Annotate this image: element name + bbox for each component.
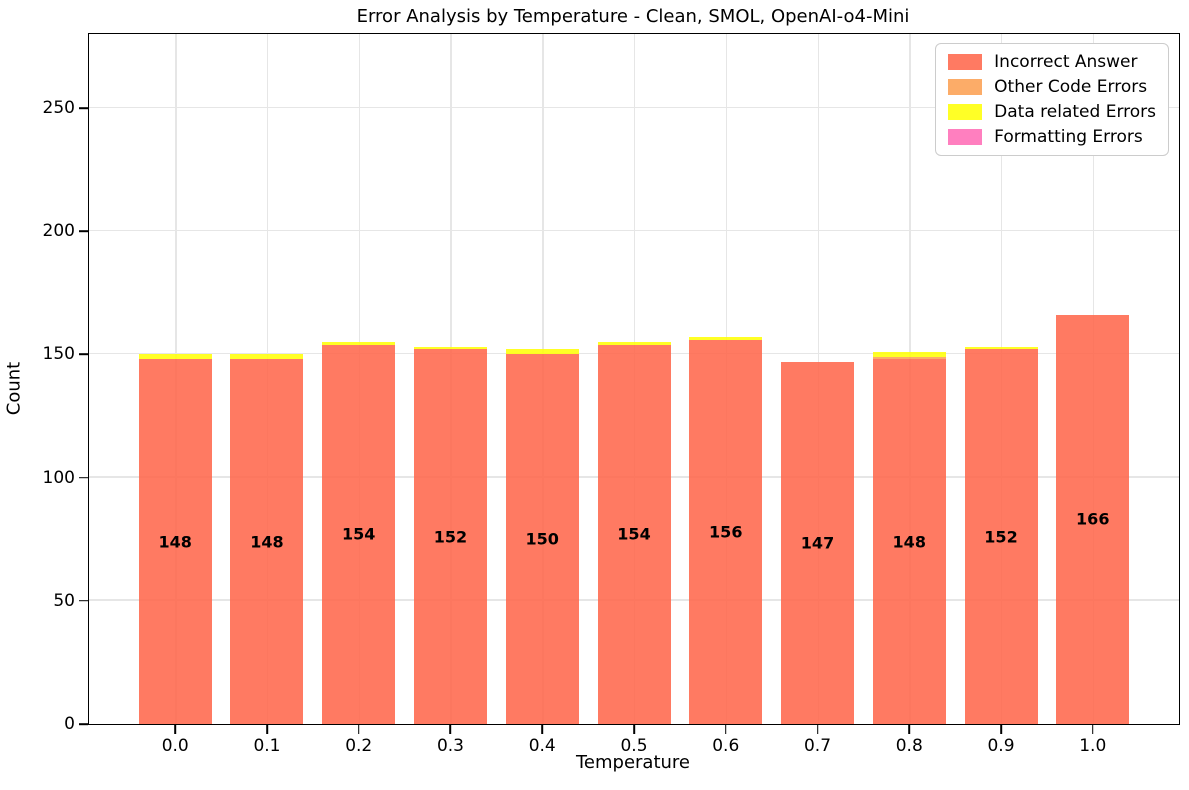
x-tick-mark — [174, 725, 177, 734]
x-tick-mark — [724, 725, 727, 734]
x-tick-mark — [266, 725, 268, 734]
bar-segment-data-related-errors — [872, 351, 946, 357]
legend-label: Data related Errors — [994, 102, 1156, 122]
stacked-bar: 152 — [964, 346, 1038, 724]
bar-value-label: 152 — [433, 527, 468, 547]
bar-segment-incorrect-answer: 154 — [597, 344, 671, 724]
x-tick-label: 0.4 — [528, 736, 556, 756]
y-tick-mark — [79, 353, 88, 356]
bar-segment-data-related-errors — [230, 354, 304, 360]
y-tick-mark — [79, 599, 88, 602]
bar-segment-incorrect-answer: 148 — [872, 359, 946, 724]
stacked-bar: 152 — [413, 346, 487, 724]
bar-value-label: 156 — [709, 522, 743, 542]
bar-segment-data-related-errors — [322, 342, 396, 345]
bar-value-label: 148 — [158, 532, 192, 552]
bar-value-label: 150 — [525, 529, 559, 549]
x-tick-mark — [1091, 725, 1094, 734]
bar-segment-data-related-errors — [413, 346, 487, 350]
x-tick-label: 0.9 — [987, 736, 1015, 756]
legend-entry: Data related Errors — [948, 102, 1156, 122]
y-tick-label: 0 — [64, 714, 75, 734]
x-tick-label: 0.2 — [345, 736, 373, 756]
bar-segment-data-related-errors — [689, 337, 763, 340]
bar-value-label: 148 — [892, 532, 926, 552]
x-tick-mark — [357, 725, 360, 734]
bar-value-label: 152 — [984, 527, 1018, 547]
x-tick-mark — [449, 725, 452, 734]
stacked-bar: 156 — [689, 337, 763, 724]
legend-label: Incorrect Answer — [994, 52, 1138, 72]
y-tick-mark — [79, 230, 88, 232]
bar-segment-data-related-errors — [505, 349, 579, 355]
y-tick-mark — [79, 476, 88, 479]
y-tick-mark — [79, 107, 88, 109]
x-tick-label: 0.3 — [436, 736, 465, 756]
legend-swatch — [948, 79, 983, 95]
stacked-bar: 154 — [322, 342, 396, 724]
x-tick-label: 0.1 — [253, 736, 281, 756]
bar-segment-incorrect-answer: 150 — [505, 354, 579, 724]
legend-swatch — [948, 104, 983, 120]
y-tick-label: 150 — [42, 344, 75, 365]
bar-value-label: 147 — [800, 533, 835, 553]
bar-segment-incorrect-answer: 148 — [138, 359, 212, 724]
x-tick-label: 0.8 — [895, 736, 923, 756]
bar-segment-incorrect-answer: 152 — [964, 349, 1038, 724]
y-tick-label: 250 — [42, 97, 75, 118]
x-tick-mark — [816, 725, 819, 734]
bar-segment-incorrect-answer: 156 — [689, 339, 763, 724]
bar-segment-other-code-errors — [872, 356, 946, 360]
plot-area: Incorrect Answer Other Code Errors Data re… — [43, 33, 1180, 756]
legend-label: Other Code Errors — [994, 77, 1148, 97]
y-tick-mark — [79, 723, 88, 725]
bar-segment-data-related-errors — [597, 342, 671, 345]
stacked-bar: 150 — [505, 349, 579, 724]
legend-entry: Formatting Errors — [948, 127, 1156, 147]
bar-value-label: 154 — [617, 524, 651, 544]
legend: Incorrect Answer Other Code Errors Data re… — [935, 43, 1169, 156]
chart-title: Error Analysis by Temperature - Clean, S… — [356, 6, 910, 27]
stacked-bar: 148 — [230, 354, 304, 724]
legend-entry: Other Code Errors — [948, 77, 1156, 97]
y-axis-label: Count — [3, 361, 25, 416]
y-tick-label: 100 — [42, 467, 75, 488]
legend-swatch — [948, 129, 983, 145]
stacked-bar: 166 — [1056, 314, 1130, 724]
stacked-bar: 148 — [138, 354, 212, 724]
bar-segment-incorrect-answer: 148 — [230, 359, 304, 724]
legend-entry: Incorrect Answer — [948, 52, 1156, 72]
x-tick-label: 0.5 — [620, 736, 648, 756]
stacked-bar: 148 — [872, 351, 946, 724]
x-tick-label: 0.0 — [161, 736, 189, 756]
y-tick-label: 200 — [42, 221, 75, 242]
x-tick-mark — [633, 725, 635, 734]
bar-value-label: 166 — [1076, 509, 1110, 529]
x-tick-mark — [908, 725, 911, 734]
stacked-bar: 154 — [597, 342, 671, 724]
bar-segment-data-related-errors — [964, 346, 1038, 350]
bar-segment-incorrect-answer: 147 — [781, 361, 854, 724]
bar-segment-data-related-errors — [138, 354, 212, 360]
x-tick-label: 0.6 — [712, 736, 740, 756]
x-tick-label: 1.0 — [1079, 736, 1107, 756]
legend-swatch — [948, 54, 983, 70]
y-tick-label: 50 — [53, 590, 75, 611]
legend-label: Formatting Errors — [994, 127, 1143, 147]
x-tick-mark — [1000, 725, 1002, 734]
bar-value-label: 154 — [342, 524, 376, 544]
bar-value-label: 148 — [250, 532, 284, 552]
bar-segment-incorrect-answer: 166 — [1056, 314, 1130, 724]
x-axis-label: Temperature — [575, 752, 691, 773]
stacked-bar: 147 — [781, 361, 854, 724]
bar-segment-incorrect-answer: 152 — [413, 349, 487, 724]
x-tick-mark — [541, 725, 544, 734]
x-tick-label: 0.7 — [803, 736, 832, 756]
bar-segment-incorrect-answer: 154 — [322, 344, 396, 724]
